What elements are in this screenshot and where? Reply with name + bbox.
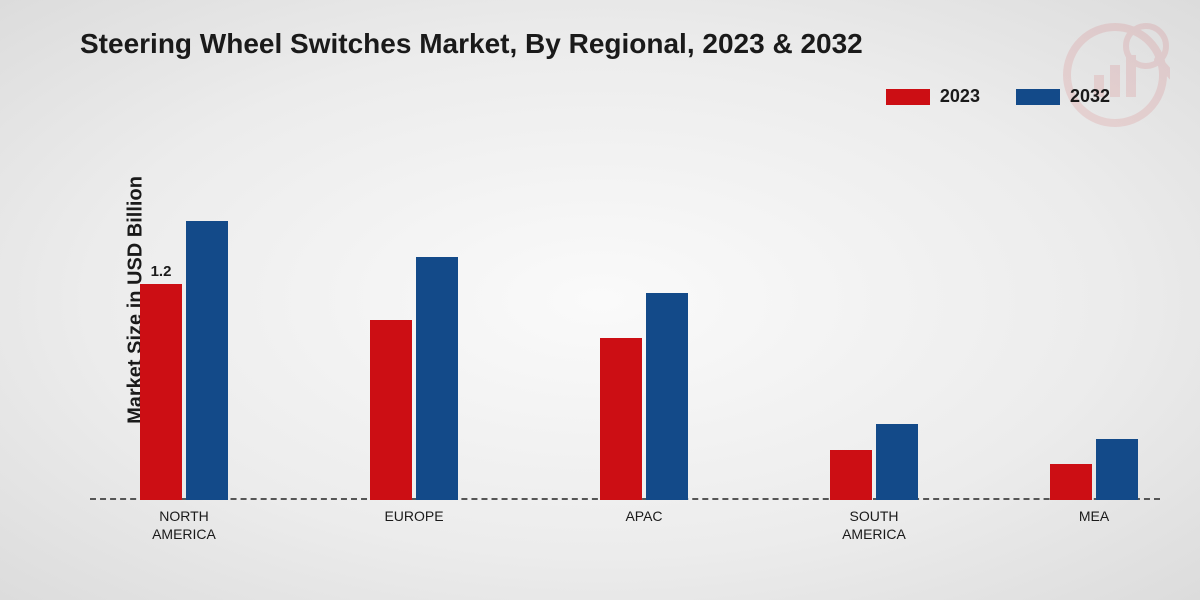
category-label: EUROPE xyxy=(344,508,484,526)
bar xyxy=(1050,464,1092,500)
watermark-logo-icon xyxy=(1060,20,1170,135)
legend-label-2023: 2023 xyxy=(940,86,980,107)
legend-item-2023: 2023 xyxy=(886,86,980,107)
legend-item-2032: 2032 xyxy=(1016,86,1110,107)
bar: 1.2 xyxy=(140,284,182,500)
legend-swatch-2032 xyxy=(1016,89,1060,105)
category-label: APAC xyxy=(574,508,714,526)
bar xyxy=(186,221,228,500)
bar-group: 1.2NORTHAMERICA xyxy=(140,221,228,500)
bar xyxy=(1096,439,1138,500)
category-label: MEA xyxy=(1024,508,1164,526)
chart-title: Steering Wheel Switches Market, By Regio… xyxy=(80,28,863,60)
bar-group: EUROPE xyxy=(370,257,458,500)
bar-value-label: 1.2 xyxy=(151,263,172,280)
bar xyxy=(370,320,412,500)
category-label: NORTHAMERICA xyxy=(114,508,254,543)
bar xyxy=(646,293,688,500)
bar-group: MEA xyxy=(1050,439,1138,500)
legend-label-2032: 2032 xyxy=(1070,86,1110,107)
legend-swatch-2023 xyxy=(886,89,930,105)
legend: 2023 2032 xyxy=(886,86,1110,107)
bar-group: APAC xyxy=(600,293,688,500)
bar xyxy=(416,257,458,500)
plot-area: 1.2NORTHAMERICA EUROPE APAC SOUTHAMERICA MEA xyxy=(90,140,1160,500)
category-label: SOUTHAMERICA xyxy=(804,508,944,543)
bar xyxy=(830,450,872,500)
bar xyxy=(876,424,918,500)
bar-group: SOUTHAMERICA xyxy=(830,424,918,500)
bar xyxy=(600,338,642,500)
